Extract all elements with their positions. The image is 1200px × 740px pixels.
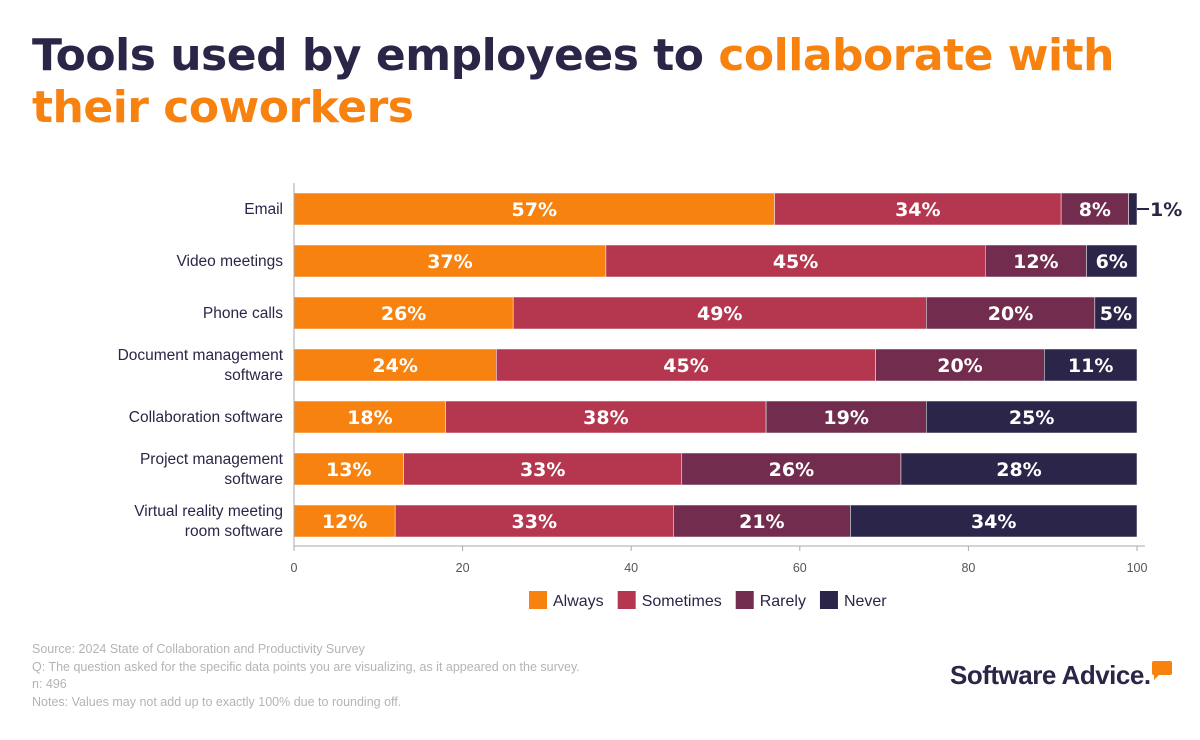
bar-rarely	[681, 452, 902, 486]
title-highlight: collaborate with their coworkers	[32, 30, 1114, 133]
bar-sometimes	[445, 400, 767, 434]
category-label-line: Email	[244, 201, 283, 218]
bar-always	[293, 452, 404, 486]
data-label: 6%	[1096, 251, 1128, 273]
category-label-line: room software	[185, 523, 283, 540]
chart-title: Tools used by employees to collaborate w…	[32, 30, 1132, 134]
bar-never	[1044, 348, 1138, 382]
x-tick-label: 100	[1127, 561, 1148, 575]
category-label: Email	[244, 201, 283, 218]
category-label: Collaboration software	[129, 409, 283, 426]
data-label: 20%	[937, 355, 982, 377]
data-label: 34%	[971, 511, 1016, 533]
category-label: Phone calls	[203, 305, 283, 322]
legend-label: Rarely	[760, 593, 806, 610]
x-tick-label: 40	[624, 561, 638, 575]
data-label: 11%	[1068, 355, 1113, 377]
legend-swatch-never	[819, 591, 838, 609]
x-tick-label: 20	[456, 561, 470, 575]
bar-rarely	[985, 244, 1087, 278]
logo-speech-bubble-icon	[1152, 661, 1172, 680]
data-label: 1%	[1150, 199, 1182, 221]
legend-label: Sometimes	[642, 593, 722, 610]
bar-rarely	[926, 296, 1096, 330]
bar-sometimes	[512, 296, 927, 330]
data-label: 13%	[326, 459, 371, 481]
category-label-line: software	[224, 471, 283, 488]
bar-always	[293, 244, 607, 278]
bar-never	[1128, 192, 1138, 226]
bar-always	[293, 400, 446, 434]
data-label: 33%	[512, 511, 557, 533]
data-label: 26%	[381, 303, 426, 325]
bar-always	[293, 348, 497, 382]
bar-rarely	[1060, 192, 1129, 226]
data-label: 34%	[895, 199, 940, 221]
data-label: 57%	[512, 199, 557, 221]
source-note: Source: 2024 State of Collaboration and …	[32, 642, 365, 656]
legend-label: Never	[844, 593, 887, 610]
bar-sometimes	[605, 244, 986, 278]
category-label-line: Document management	[118, 347, 284, 364]
software-advice-logo: Software Advice.	[950, 660, 1151, 691]
data-label: 49%	[697, 303, 742, 325]
bar-never	[1086, 244, 1138, 278]
category-label-line: Video meetings	[176, 253, 283, 270]
title-part1: Tools used by employees to	[32, 30, 719, 81]
bar-sometimes	[774, 192, 1062, 226]
data-label: 19%	[823, 407, 868, 429]
data-label: 37%	[427, 251, 472, 273]
legend-swatch-always	[529, 591, 547, 609]
bar-always	[293, 504, 396, 538]
bar-rarely	[875, 348, 1045, 382]
x-tick-label: 0	[291, 561, 298, 575]
data-label: 5%	[1100, 303, 1132, 325]
legend-swatch-sometimes	[617, 591, 636, 609]
x-tick-label: 60	[793, 561, 807, 575]
data-label: 8%	[1079, 199, 1111, 221]
legend-swatch-rarely	[735, 591, 754, 609]
category-label: Document management software	[118, 347, 284, 384]
rounding-note: Notes: Values may not add up to exactly …	[32, 694, 402, 709]
sample-size-note: n: 496	[32, 677, 67, 691]
data-label: 12%	[1013, 251, 1058, 273]
data-label: 38%	[583, 407, 628, 429]
data-label: 33%	[520, 459, 565, 481]
footer-notes: Source: 2024 State of Collaboration and …	[32, 641, 580, 711]
category-label: Project management software	[140, 451, 284, 488]
category-label-line: Virtual reality meeting	[134, 503, 283, 520]
data-label: 25%	[1009, 407, 1054, 429]
bar-never	[1094, 296, 1138, 330]
bar-never	[926, 400, 1138, 434]
x-tick-label: 80	[961, 561, 975, 575]
category-label: Video meetings	[176, 253, 283, 270]
data-label: 45%	[773, 251, 818, 273]
bar-rarely	[765, 400, 927, 434]
data-label: 24%	[372, 355, 417, 377]
category-label-line: Collaboration software	[129, 409, 283, 426]
bar-sometimes	[496, 348, 876, 382]
data-label: 12%	[322, 511, 367, 533]
category-label-line: software	[224, 367, 283, 384]
bar-rarely	[673, 504, 851, 538]
data-label: 45%	[663, 355, 708, 377]
data-label: 20%	[988, 303, 1033, 325]
bar-always	[293, 296, 514, 330]
bar-sometimes	[394, 504, 674, 538]
data-label: 18%	[347, 407, 392, 429]
logo-text: Software Advice.	[950, 660, 1151, 690]
category-label: Virtual reality meeting room software	[134, 503, 283, 540]
legend-label: Always	[553, 593, 604, 610]
data-label: 28%	[996, 459, 1041, 481]
data-label: 26%	[769, 459, 814, 481]
question-note: Q: The question asked for the specific d…	[32, 659, 580, 674]
category-label-line: Project management	[140, 451, 284, 468]
category-label-line: Phone calls	[203, 305, 283, 322]
bar-never	[850, 504, 1138, 538]
bar-never	[900, 452, 1138, 486]
stacked-bar-chart: Email 57% 34% 8% 1% Video meetings 37% 45% 12% 6%…	[118, 183, 1182, 610]
bar-sometimes	[403, 452, 683, 486]
data-label: 21%	[739, 511, 784, 533]
